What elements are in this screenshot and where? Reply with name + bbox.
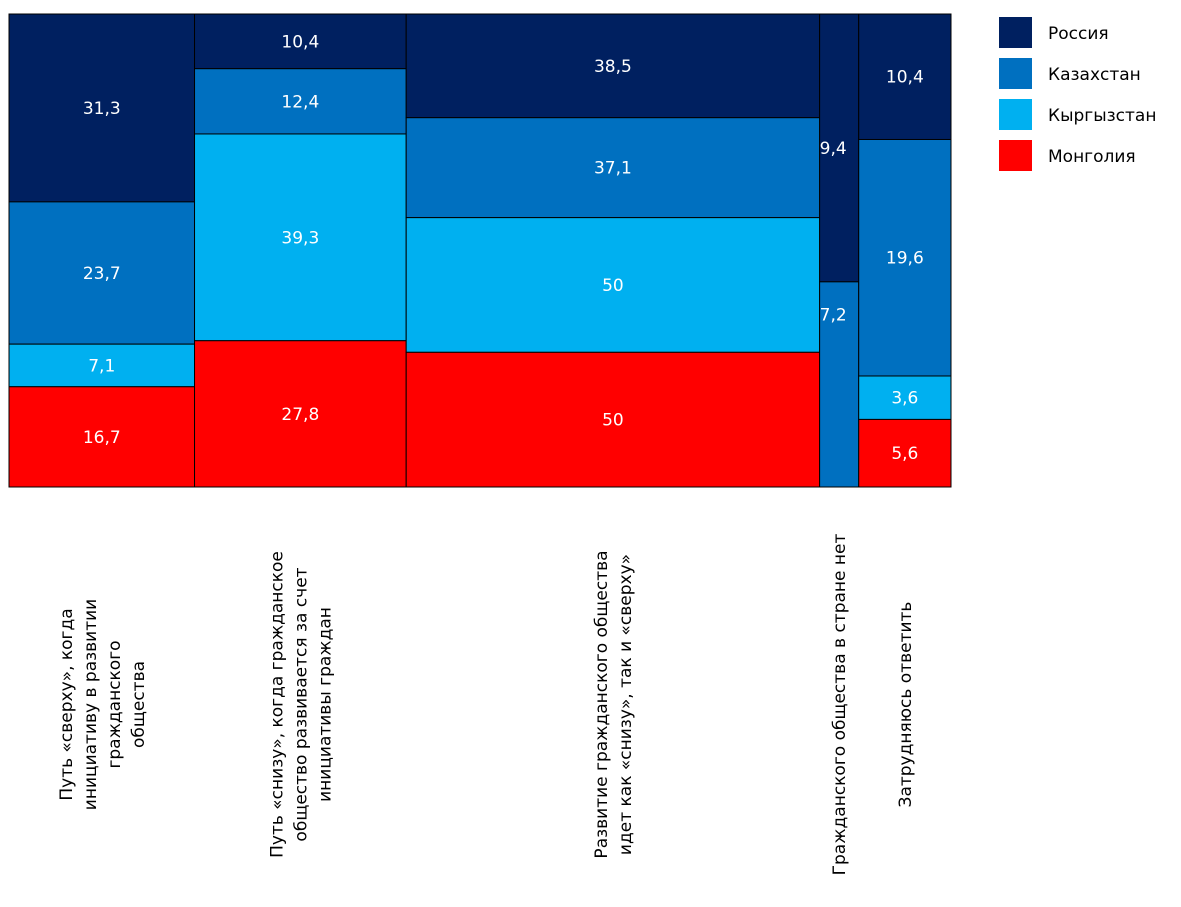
legend-label: Монголия [1048, 147, 1136, 167]
data-label: 23,7 [83, 264, 121, 284]
category-label-line: Затрудняюсь ответить [896, 602, 916, 808]
category-label-line: идет как «снизу», так и «сверху» [616, 554, 636, 855]
data-label: 10,4 [281, 32, 319, 52]
segment-c4-s2 [858, 375, 952, 420]
legend-swatch [999, 58, 1032, 89]
legend-swatch [999, 17, 1032, 48]
segment-c0-s2 [8, 343, 196, 388]
data-label: 50 [602, 276, 624, 296]
category-label-2: Развитие гражданского общества идет как «… [592, 550, 636, 858]
data-label: 50 [602, 411, 624, 431]
segment-c1-s3 [194, 340, 407, 488]
category-label-line: гражданского [105, 640, 125, 768]
category-label-line: инициативу в развитии [81, 599, 101, 810]
category-label-line: общества [129, 661, 149, 748]
category-label-line: инициативы граждан [315, 607, 335, 802]
data-label: 16,7 [83, 428, 121, 448]
segment-c0-s1 [8, 201, 196, 345]
data-label: 39,3 [281, 228, 319, 248]
data-label: 5,6 [891, 444, 918, 464]
legend-swatch [999, 140, 1032, 171]
category-label-line: Развитие гражданского общества [592, 550, 612, 858]
data-label: 31,3 [83, 99, 121, 119]
legend-label: Россия [1048, 24, 1109, 44]
category-label-0: Путь «сверху», когда инициативу в развити… [57, 599, 149, 810]
segment-c4-s3 [858, 418, 952, 488]
legend-label: Кыргызстан [1048, 106, 1156, 126]
category-axis-labels: Путь «сверху», когда инициативу в развити… [57, 534, 916, 876]
data-label: 12,4 [281, 92, 319, 112]
legend-label: Казахстан [1048, 65, 1141, 85]
chart-bars: 31,3 23,7 7,1 16,7 10,4 12,4 39,3 27,8 38,5 37,1 5… [8, 13, 952, 488]
category-label-line: общество развивается за счет [291, 567, 311, 841]
data-label: 38,5 [594, 57, 632, 77]
data-label: 9,4 [820, 139, 847, 159]
segment-c2-s1 [405, 117, 821, 219]
category-label-line: Путь «сверху», когда [57, 608, 77, 800]
legend-swatch [999, 99, 1032, 130]
data-label: 19,6 [886, 249, 924, 269]
data-label: 27,8 [281, 405, 319, 425]
segment-c4-s0 [858, 13, 952, 140]
category-label-line: Путь «снизу», когда гражданское [267, 551, 287, 858]
segment-c2-s3 [405, 351, 821, 488]
category-label-line: Гражданского общества в стране нет [830, 534, 850, 876]
category-label-3: Гражданского общества в стране нет [830, 534, 850, 876]
segment-c0-s3 [8, 386, 196, 488]
data-label: 7,2 [820, 305, 847, 325]
segment-c1-s1 [194, 68, 407, 135]
data-label: 3,6 [891, 389, 918, 409]
segment-c0-s0 [8, 13, 196, 203]
legend: Россия Казахстан Кыргызстан Монголия [999, 17, 1156, 171]
segment-c3-s1 [819, 281, 860, 488]
segment-c1-s2 [194, 133, 407, 342]
data-label: 10,4 [886, 68, 924, 88]
category-label-1: Путь «снизу», когда гражданское общество … [267, 551, 335, 858]
data-label: 7,1 [88, 356, 115, 376]
category-label-4: Затрудняюсь ответить [896, 602, 916, 808]
segment-c4-s1 [858, 138, 952, 377]
segment-c1-s0 [194, 13, 407, 70]
data-label: 37,1 [594, 159, 632, 179]
